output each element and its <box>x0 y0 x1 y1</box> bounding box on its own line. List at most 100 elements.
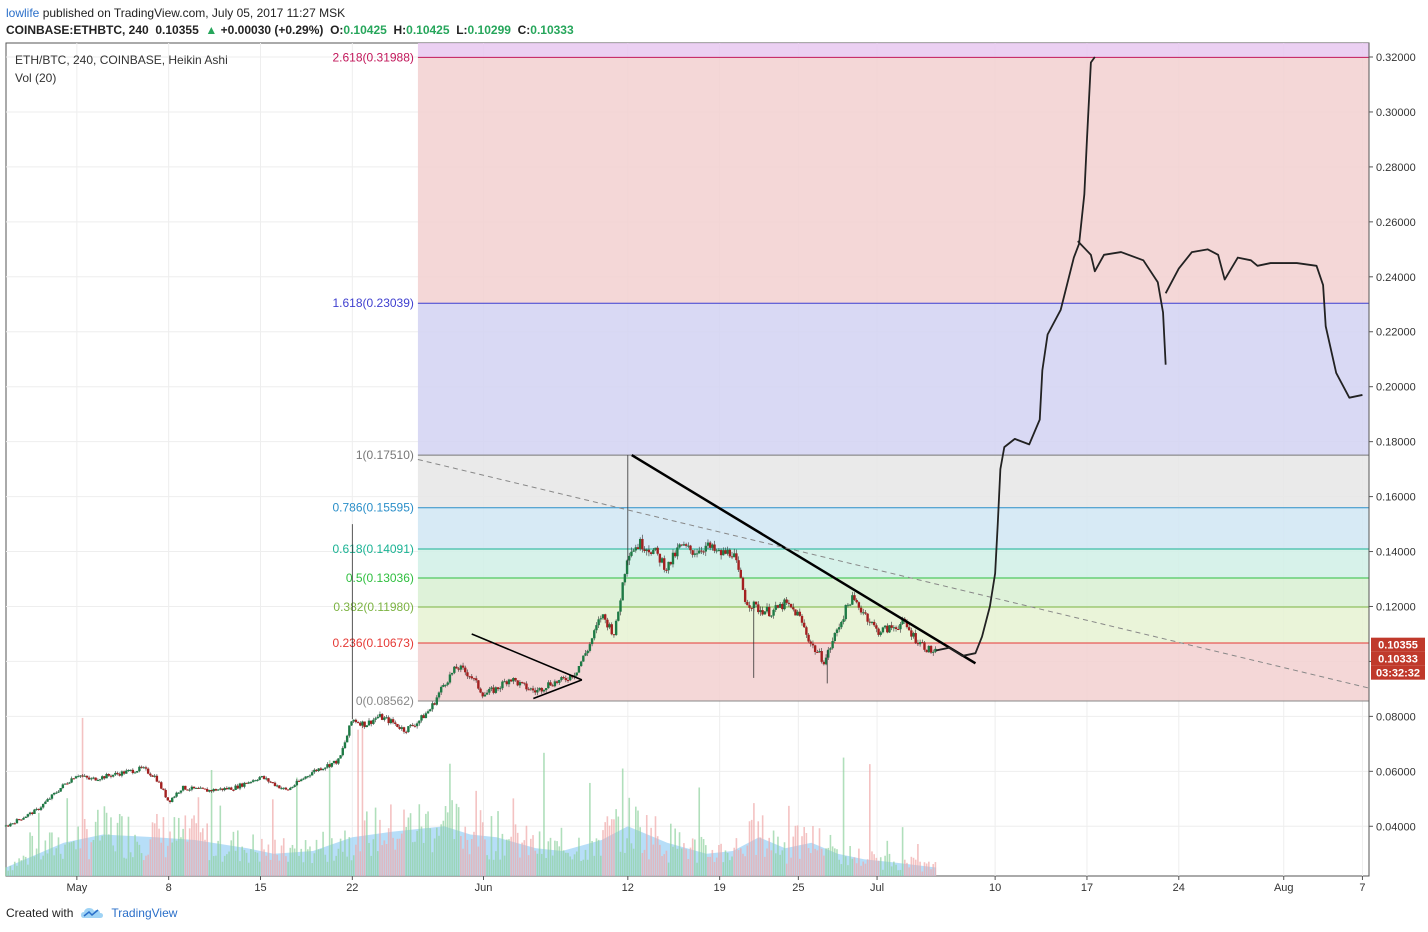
volume-bar <box>641 853 644 876</box>
volume-bar <box>879 857 882 876</box>
candle-body <box>455 666 458 669</box>
candle-body <box>805 627 808 635</box>
volume-bar <box>228 851 230 876</box>
volume-bar <box>678 832 681 876</box>
candle-body <box>619 600 622 612</box>
candle-body <box>46 799 49 802</box>
candle-body <box>925 649 928 653</box>
volume-bar <box>753 803 755 876</box>
price-tick-label: 0.04000 <box>1376 821 1416 833</box>
fib-zone <box>417 549 1369 579</box>
open-value: 0.10425 <box>343 23 387 37</box>
candle-body <box>422 715 425 719</box>
volume-bar <box>779 854 781 876</box>
volume-bar <box>107 834 110 876</box>
volume-bar <box>18 858 20 876</box>
volume-bar <box>866 859 869 876</box>
volume-bar <box>928 861 930 876</box>
candle-body <box>442 685 445 687</box>
candle-body <box>55 792 58 794</box>
candle-body <box>595 625 598 631</box>
candle-body <box>345 735 349 743</box>
candle-body <box>715 550 718 552</box>
volume-bar <box>204 839 206 876</box>
candle-body <box>689 545 692 551</box>
time-tick-label: Aug <box>1274 882 1294 894</box>
volume-bar <box>403 809 405 876</box>
candle-body <box>44 801 47 804</box>
volume-bar <box>687 858 690 876</box>
candle-body <box>579 661 583 667</box>
volume-bar <box>289 847 292 876</box>
volume-bar <box>851 858 854 876</box>
candle-body <box>370 720 373 724</box>
candle-body <box>186 789 189 791</box>
candle-body <box>853 595 856 600</box>
volume-bar <box>831 846 834 876</box>
price-tick-label: 0.14000 <box>1376 547 1416 559</box>
volume-bar <box>247 862 250 876</box>
candle-body <box>813 645 817 653</box>
volume-bar <box>825 848 827 876</box>
author-link[interactable]: lowlife <box>6 6 40 20</box>
candle-body <box>424 713 428 719</box>
candle-body <box>892 627 896 629</box>
candle-body <box>85 775 89 778</box>
candle-body <box>391 719 395 723</box>
candle-body <box>883 625 887 628</box>
candle-body <box>118 773 121 776</box>
candle-body <box>149 773 152 776</box>
candle-body <box>494 687 498 693</box>
low-value: 0.10299 <box>467 23 511 37</box>
candle-body <box>155 775 159 782</box>
volume-bar <box>558 846 561 876</box>
candle-body <box>923 642 926 650</box>
volume-bar <box>94 821 97 876</box>
volume-bar <box>51 832 53 876</box>
tradingview-link[interactable]: TradingView <box>111 906 178 920</box>
candle-body <box>418 720 421 724</box>
candle-body <box>739 569 742 578</box>
volume-bar <box>827 847 830 876</box>
candle-body <box>140 766 143 768</box>
volume-bar <box>33 856 36 876</box>
candle-body <box>114 772 117 775</box>
candle-body <box>772 609 775 616</box>
fib-level-label: 2.618(0.31988) <box>333 50 414 64</box>
candle-body <box>905 621 909 628</box>
candle-body <box>437 692 441 698</box>
volume-bar <box>466 839 469 876</box>
candle-body <box>770 615 773 617</box>
candle-body <box>461 665 465 668</box>
volume-bar <box>256 852 259 876</box>
candle-body <box>247 782 250 784</box>
candle-body <box>553 681 557 687</box>
volume-bar <box>746 845 749 876</box>
volume-bar <box>449 763 451 876</box>
fib-zone <box>417 578 1369 608</box>
candle-body <box>28 812 32 815</box>
candle-body <box>426 711 430 714</box>
candle-body <box>505 681 508 685</box>
volume-bar <box>479 810 482 876</box>
candle-body <box>192 786 196 789</box>
candle-body <box>601 614 605 619</box>
volume-bar <box>239 861 241 876</box>
volume-bar <box>842 757 845 876</box>
volume-bar <box>899 869 902 876</box>
volume-bar <box>672 846 674 876</box>
volume-bar <box>29 832 31 876</box>
volume-bar <box>175 840 178 876</box>
volume-bar <box>799 858 801 876</box>
volume-bar <box>864 863 867 876</box>
candle-body <box>37 808 41 810</box>
volume-bar <box>816 850 819 876</box>
candle-body <box>356 722 360 724</box>
candle-body <box>280 788 283 790</box>
candle-body <box>300 779 303 782</box>
candle-body <box>875 625 878 629</box>
candle-body <box>802 622 806 628</box>
volume-bar <box>394 849 397 876</box>
candle-body <box>831 640 834 649</box>
